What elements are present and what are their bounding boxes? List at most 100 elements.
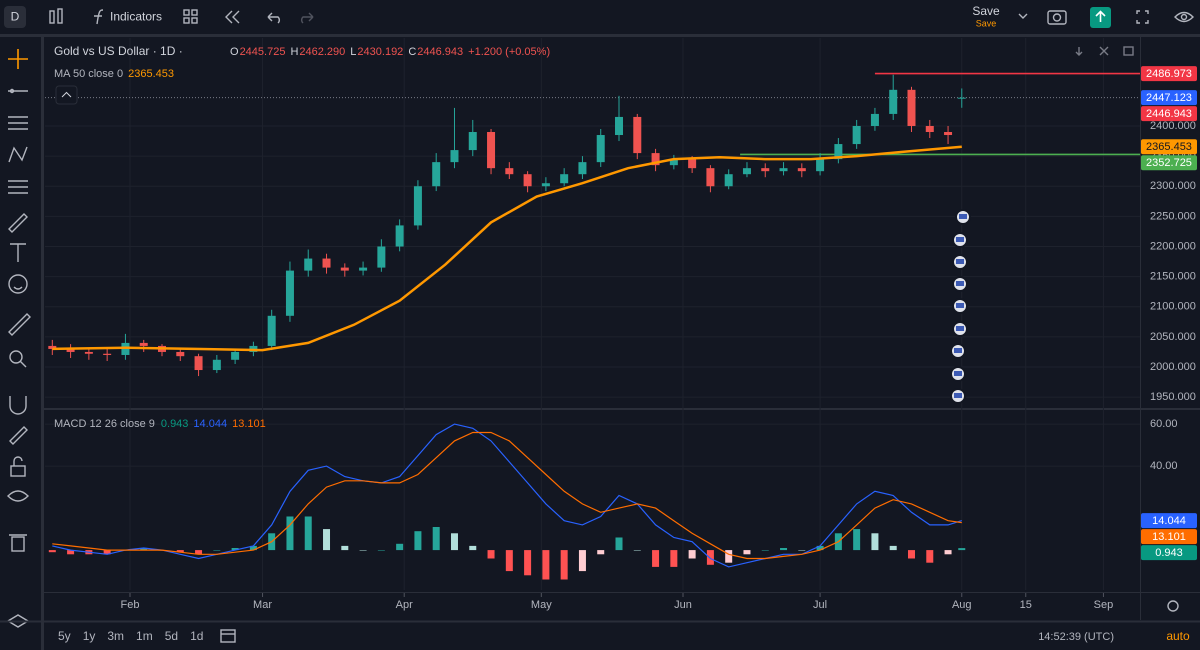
candle-body <box>834 144 843 160</box>
brush-tool[interactable] <box>8 213 28 233</box>
replay-icon[interactable] <box>225 10 240 24</box>
histogram-bar <box>578 550 586 572</box>
candle <box>432 153 441 192</box>
ruler-tool[interactable] <box>8 313 31 336</box>
x-tick-label: Jun <box>674 599 692 611</box>
range-button[interactable]: 3m <box>107 629 124 643</box>
histogram-bar <box>816 545 824 551</box>
date-range-icon[interactable] <box>220 629 236 643</box>
collapse-button[interactable] <box>55 85 78 105</box>
zoom-tool[interactable] <box>9 350 27 368</box>
candle-body <box>889 89 898 114</box>
candle <box>48 339 57 355</box>
histogram-bar <box>761 550 769 551</box>
channel-tool[interactable] <box>8 116 28 130</box>
pane-controls[interactable] <box>1075 46 1134 56</box>
range-button[interactable]: 1y <box>83 629 96 643</box>
candle <box>359 261 368 276</box>
histogram-bar <box>323 529 331 551</box>
last-price-label-bg <box>1141 106 1197 122</box>
candle-body <box>176 351 185 357</box>
text-tool[interactable] <box>10 243 26 262</box>
ma-value: 2365.453 <box>128 68 174 80</box>
histogram-bar <box>414 531 422 551</box>
candle <box>925 119 934 139</box>
candle <box>560 168 569 187</box>
settings-icon[interactable] <box>1167 600 1179 612</box>
symbol-button-label[interactable]: D <box>11 10 20 24</box>
fx-icon[interactable] <box>94 9 104 25</box>
undo-icon[interactable] <box>267 12 280 24</box>
lock-draw-tool[interactable] <box>9 426 28 445</box>
line-tool[interactable] <box>8 88 28 94</box>
histogram-bar <box>926 550 934 563</box>
save-dropdown[interactable] <box>1018 13 1028 19</box>
redo-icon[interactable] <box>301 12 314 24</box>
range-button[interactable]: 5d <box>165 629 178 643</box>
snapshot-icon[interactable] <box>1047 10 1067 25</box>
candle <box>450 107 459 169</box>
histogram-bar <box>286 516 294 551</box>
x-tick-label: Sep <box>1094 599 1114 611</box>
candle-body <box>231 351 240 360</box>
x-tick-label: 15 <box>1020 599 1032 611</box>
histogram-bar <box>615 537 623 551</box>
candle <box>103 348 112 361</box>
candle <box>724 169 733 190</box>
candle <box>322 253 331 274</box>
delete-tool[interactable] <box>9 534 27 552</box>
candle-body <box>706 168 715 187</box>
histogram-bar <box>176 550 184 553</box>
candle <box>267 309 276 351</box>
range-button[interactable]: 1m <box>136 629 153 643</box>
candle <box>907 86 916 133</box>
save-button[interactable]: Save <box>972 4 1000 18</box>
ohlc-value: 2446.943 <box>417 46 463 58</box>
candle-body <box>541 183 550 187</box>
histogram-bar <box>396 543 404 551</box>
candle <box>834 138 843 164</box>
candle <box>541 177 550 192</box>
histogram-bar <box>103 550 111 555</box>
candle-body <box>84 351 93 354</box>
emoji-tool[interactable] <box>8 274 28 294</box>
histogram-bar <box>505 550 513 572</box>
ohlc-key: O <box>230 46 239 58</box>
candle-body <box>413 186 422 226</box>
layout-icon[interactable] <box>183 9 198 24</box>
candle <box>468 119 477 157</box>
fib-tool[interactable] <box>8 180 28 194</box>
pattern-tool[interactable] <box>8 146 28 163</box>
candle <box>231 348 240 365</box>
x-tick-label: May <box>531 599 552 611</box>
ma-price-label: 2365.453 <box>1146 141 1192 153</box>
candle <box>761 163 770 178</box>
lock-tool[interactable] <box>10 456 26 477</box>
auto-scale-button[interactable]: auto <box>1166 629 1190 643</box>
macd-axis-label: 0.943 <box>1155 547 1183 559</box>
hide-tool[interactable] <box>7 490 29 502</box>
view-icon[interactable] <box>1174 11 1194 23</box>
candle <box>816 153 825 176</box>
histogram-bar <box>889 545 897 551</box>
candle-body <box>578 162 587 175</box>
fullscreen-icon[interactable] <box>1136 10 1149 24</box>
range-button[interactable]: 1d <box>190 629 203 643</box>
candle-icon[interactable] <box>49 8 63 24</box>
event-flag <box>956 281 964 286</box>
y-tick-label: 2050.000 <box>1150 331 1196 343</box>
range-button[interactable]: 5y <box>58 629 71 643</box>
crosshair-tool[interactable] <box>8 49 28 69</box>
ohlc-key: L <box>350 46 356 58</box>
x-tick-label: Mar <box>253 599 272 611</box>
histogram-bar <box>341 545 349 551</box>
magnet-tool[interactable] <box>9 396 27 415</box>
candle <box>176 348 185 361</box>
ma-price-label-bg <box>1141 139 1197 155</box>
symbol-button[interactable] <box>4 6 26 28</box>
candle-body <box>742 168 751 175</box>
price-line-label: 2486.973 <box>1146 68 1192 80</box>
candle-body <box>907 89 916 126</box>
indicators-button[interactable]: Indicators <box>110 10 162 24</box>
